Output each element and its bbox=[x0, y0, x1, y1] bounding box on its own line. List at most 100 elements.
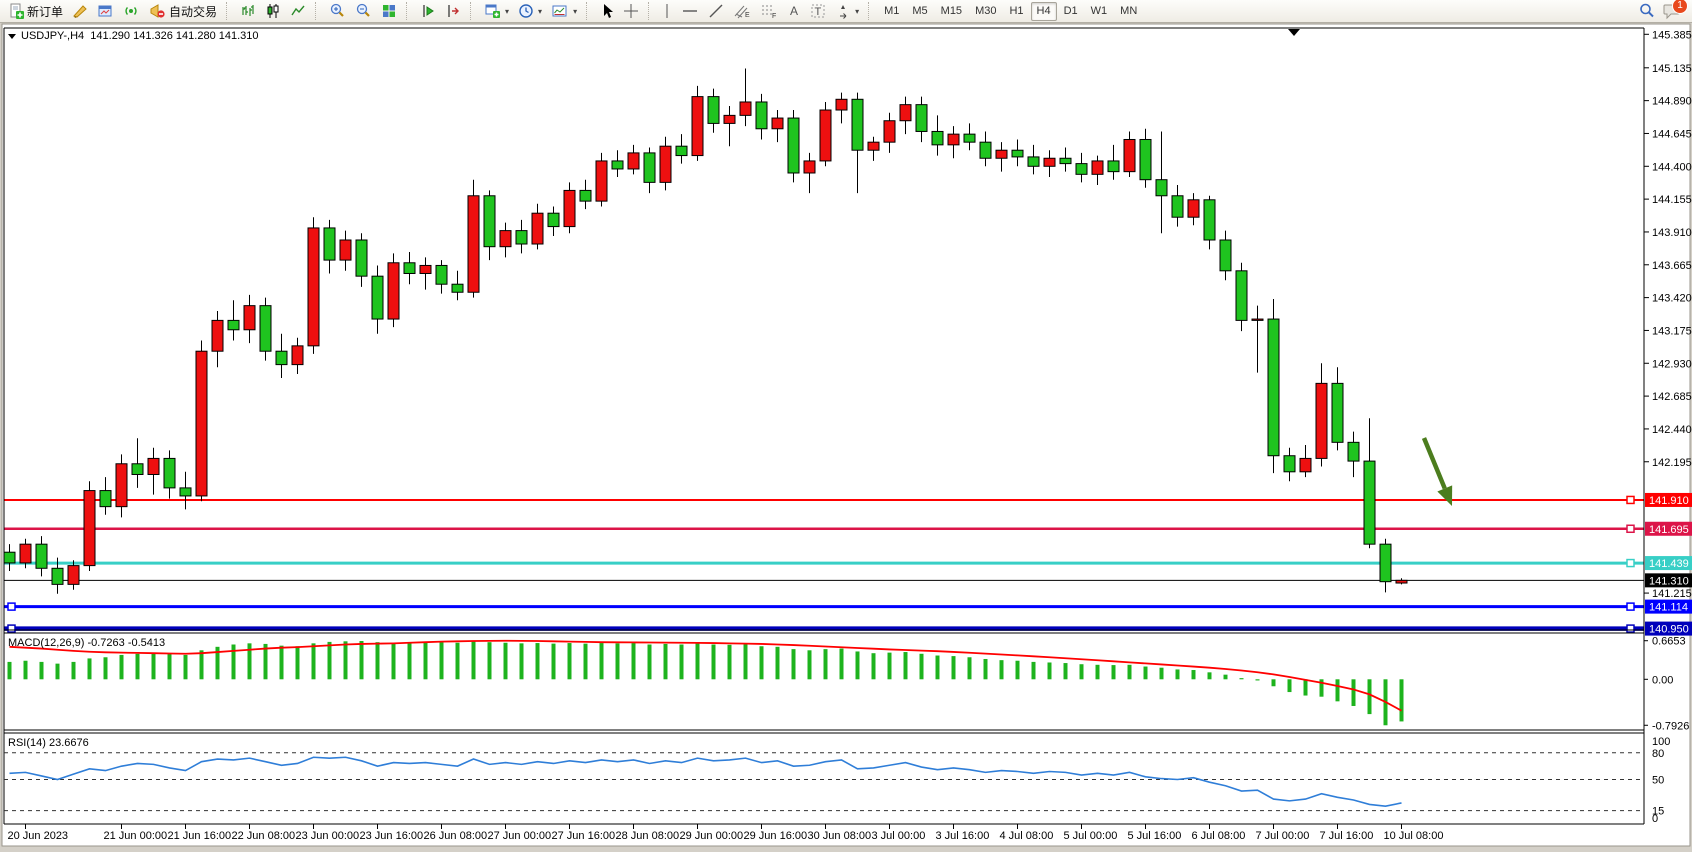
period-button[interactable]: ▾ bbox=[514, 0, 546, 23]
tab-timeframe-d1[interactable]: D1 bbox=[1063, 4, 1078, 17]
macd-histogram-bar bbox=[1079, 664, 1084, 680]
hline-handle[interactable] bbox=[1626, 524, 1635, 534]
notification-badge: 1 bbox=[1672, 0, 1688, 14]
text-tool-button[interactable]: A bbox=[783, 0, 805, 23]
new-order-button[interactable]: 新订单 bbox=[4, 0, 67, 23]
cursor-tool-button[interactable] bbox=[596, 0, 618, 23]
tab-timeframe-m1[interactable]: M1 bbox=[884, 4, 900, 17]
period-caret-icon: ▾ bbox=[538, 6, 543, 16]
candle-bearish bbox=[915, 104, 928, 132]
tab-timeframe-mn[interactable]: MN bbox=[1120, 4, 1138, 17]
macd-histogram-bar bbox=[983, 659, 988, 680]
market-window-button[interactable] bbox=[93, 0, 118, 23]
tab-timeframe-w1[interactable]: W1 bbox=[1090, 4, 1108, 17]
signal-button[interactable] bbox=[119, 0, 144, 23]
hline-handle[interactable] bbox=[7, 602, 16, 611]
price-tick-label: 143.420 bbox=[1652, 293, 1692, 305]
arrows-caret-icon: ▾ bbox=[855, 6, 860, 16]
price-axis[interactable]: 145.385 145.135 144.890 144.645 144.400 144.1… bbox=[1644, 29, 1692, 600]
chart-shift-button[interactable] bbox=[416, 0, 440, 23]
candle-bearish bbox=[323, 227, 336, 261]
macd-histogram-bar bbox=[1303, 679, 1308, 696]
candle-bearish bbox=[483, 195, 496, 248]
templates-caret-icon: ▾ bbox=[573, 6, 578, 16]
fibonacci-tool-button[interactable]: F bbox=[756, 0, 782, 23]
line-chart-button[interactable] bbox=[286, 0, 310, 23]
new-chart-button[interactable]: ▾ bbox=[480, 0, 513, 23]
macd-histogram-bar bbox=[535, 643, 540, 680]
vertical-line-tool-button[interactable] bbox=[658, 0, 676, 23]
highlight-tool-button[interactable] bbox=[68, 0, 92, 23]
hline-handle[interactable] bbox=[1626, 558, 1635, 568]
main-toolbar: 新订单 自动交易 ▾ ▾ bbox=[0, 0, 1692, 23]
symbol-dropdown-icon[interactable] bbox=[8, 33, 16, 39]
candle-bullish bbox=[1043, 157, 1056, 167]
macd-histogram-bar bbox=[1143, 666, 1148, 680]
hline-handle[interactable] bbox=[1626, 624, 1635, 633]
toolbar-separator bbox=[315, 2, 320, 20]
hline-handle[interactable] bbox=[1626, 495, 1635, 505]
label-tool-button[interactable]: T bbox=[806, 0, 830, 23]
hline-handle[interactable] bbox=[1626, 602, 1635, 611]
search-icon[interactable] bbox=[1638, 2, 1656, 20]
auto-trading-button[interactable]: 自动交易 bbox=[145, 0, 221, 23]
chart-window bbox=[1, 23, 1691, 847]
hline-handle[interactable] bbox=[7, 624, 16, 633]
candle-bearish bbox=[371, 275, 384, 320]
macd-histogram-bar bbox=[327, 641, 332, 680]
price-tick-label: 143.175 bbox=[1652, 325, 1692, 337]
zoom-in-button[interactable] bbox=[325, 0, 350, 23]
arrows-icon bbox=[840, 5, 847, 19]
macd-histogram-bar bbox=[247, 643, 252, 680]
crosshair-tool-button[interactable] bbox=[619, 0, 643, 23]
time-axis[interactable]: 20 Jun 2023 21 Jun 00:00 21 Jun 16:00 22 Ju… bbox=[8, 824, 1444, 842]
bar-chart-button[interactable] bbox=[236, 0, 260, 23]
trend-arrow-annotation[interactable] bbox=[1421, 437, 1453, 506]
macd-histogram-bar bbox=[903, 652, 908, 680]
trendline-tool-button[interactable] bbox=[704, 0, 728, 23]
macd-histogram-bar bbox=[135, 653, 140, 680]
rsi-tick-label: 80 bbox=[1652, 748, 1664, 760]
arrows-tool-button[interactable]: ▾ bbox=[831, 0, 863, 23]
tile-windows-button[interactable] bbox=[377, 0, 401, 23]
zoom-out-button[interactable] bbox=[351, 0, 376, 23]
time-tick-label: 5 Jul 00:00 bbox=[1064, 830, 1118, 842]
candle-bullish bbox=[291, 345, 304, 366]
macd-histogram-bar bbox=[1015, 660, 1020, 680]
auto-scroll-button[interactable] bbox=[441, 0, 465, 23]
tab-timeframe-m15[interactable]: M15 bbox=[940, 4, 963, 17]
tab-timeframe-h4[interactable]: H4 bbox=[1030, 1, 1057, 21]
svg-text:T: T bbox=[815, 6, 822, 18]
macd-histogram-bar bbox=[1111, 665, 1116, 680]
candle-bearish bbox=[1059, 157, 1072, 165]
horizontal-line-tool-button[interactable] bbox=[677, 0, 703, 23]
toolbar-separator bbox=[648, 2, 653, 20]
candlestick-chart-button[interactable] bbox=[261, 0, 285, 23]
notifications-button[interactable]: 1 bbox=[1662, 0, 1688, 20]
price-tick-label: 142.930 bbox=[1652, 358, 1692, 370]
candle-bearish bbox=[1203, 199, 1216, 241]
candle-bullish bbox=[659, 145, 672, 183]
chart-title: USDJPY-,H4 141.290 141.326 141.280 141.3… bbox=[21, 30, 259, 42]
candle-bearish bbox=[1267, 318, 1280, 457]
price-tick-label: 143.910 bbox=[1652, 227, 1692, 239]
candle-bullish bbox=[691, 96, 704, 157]
tab-timeframe-h1[interactable]: H1 bbox=[1009, 4, 1024, 17]
macd-histogram-bar bbox=[615, 643, 620, 680]
templates-button[interactable]: ▾ bbox=[547, 0, 581, 23]
candle-bearish bbox=[403, 262, 416, 274]
candle-bearish bbox=[1379, 543, 1392, 583]
tab-timeframe-m5[interactable]: M5 bbox=[912, 4, 928, 17]
candle-bullish bbox=[499, 230, 512, 248]
rsi-tick-label: 100 bbox=[1652, 736, 1670, 748]
horizontal-line-icon bbox=[683, 10, 698, 12]
chart-shift-marker[interactable] bbox=[1288, 29, 1300, 36]
channel-tool-button[interactable]: E bbox=[729, 0, 755, 23]
symbol-ohlc-line[interactable]: USDJPY-,H4 141.290 141.326 141.280 141.3… bbox=[8, 30, 259, 42]
macd-histogram-bar bbox=[471, 641, 476, 680]
tab-timeframe-m30[interactable]: M30 bbox=[975, 4, 997, 17]
time-tick-label: 3 Jul 16:00 bbox=[936, 830, 990, 842]
price-tick-label: 145.135 bbox=[1652, 63, 1692, 75]
